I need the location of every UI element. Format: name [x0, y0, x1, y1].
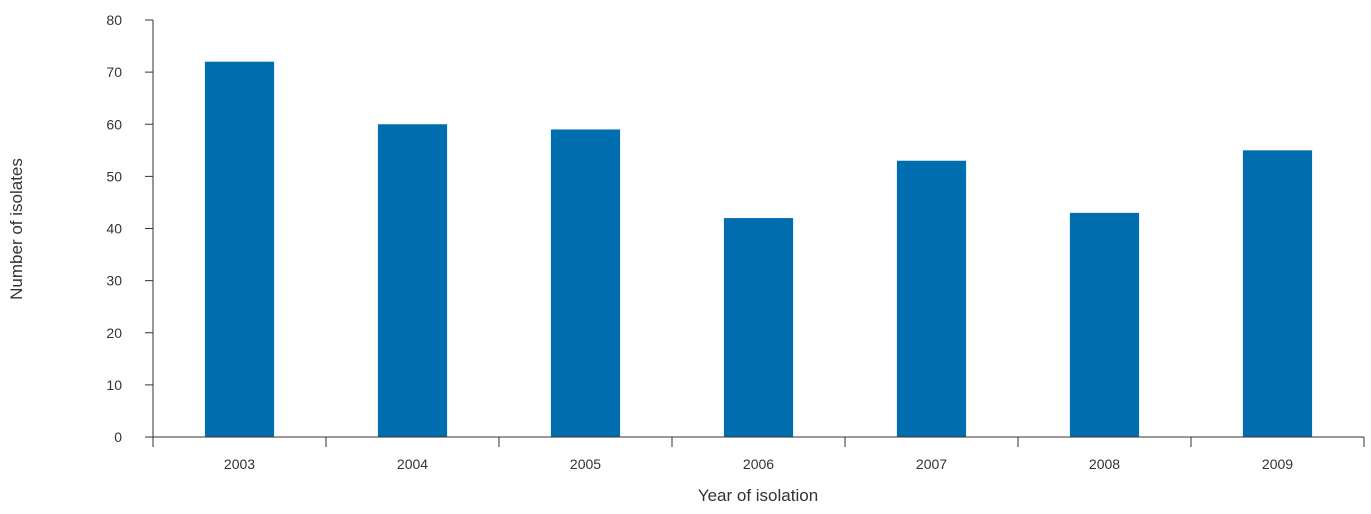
y-tick-label: 0: [114, 429, 122, 445]
x-tick-label: 2004: [397, 456, 428, 472]
bar-2003: [204, 61, 275, 437]
y-tick-label: 70: [106, 64, 122, 80]
bar-2004: [377, 124, 448, 437]
y-tick-label: 20: [106, 325, 122, 341]
bar-2008: [1069, 212, 1140, 437]
y-axis-title: Number of isolates: [7, 158, 26, 300]
x-tick-label: 2007: [916, 456, 947, 472]
y-tick-label: 40: [106, 221, 122, 237]
x-axis-title: Year of isolation: [698, 486, 818, 505]
x-tick-label: 2005: [570, 456, 601, 472]
bars-group: [204, 61, 1313, 438]
y-tick-label: 80: [106, 12, 122, 28]
y-tick-label: 10: [106, 377, 122, 393]
y-tick-label: 60: [106, 116, 122, 132]
x-tick-label: 2006: [743, 456, 774, 472]
x-tick-label: 2003: [224, 456, 255, 472]
bar-2006: [723, 218, 794, 437]
x-tick-label: 2008: [1089, 456, 1120, 472]
bar-2009: [1242, 150, 1313, 437]
y-tick-label: 30: [106, 273, 122, 289]
y-tick-label: 50: [106, 168, 122, 184]
x-tick-label: 2009: [1262, 456, 1293, 472]
x-axis: 2003 2004 2005 2006 2007 2008 2009: [152, 436, 1365, 472]
bar-2007: [896, 160, 967, 438]
bar-2005: [550, 129, 621, 437]
y-axis: 0 10 20 30 40 50 60 70 80: [106, 12, 154, 445]
